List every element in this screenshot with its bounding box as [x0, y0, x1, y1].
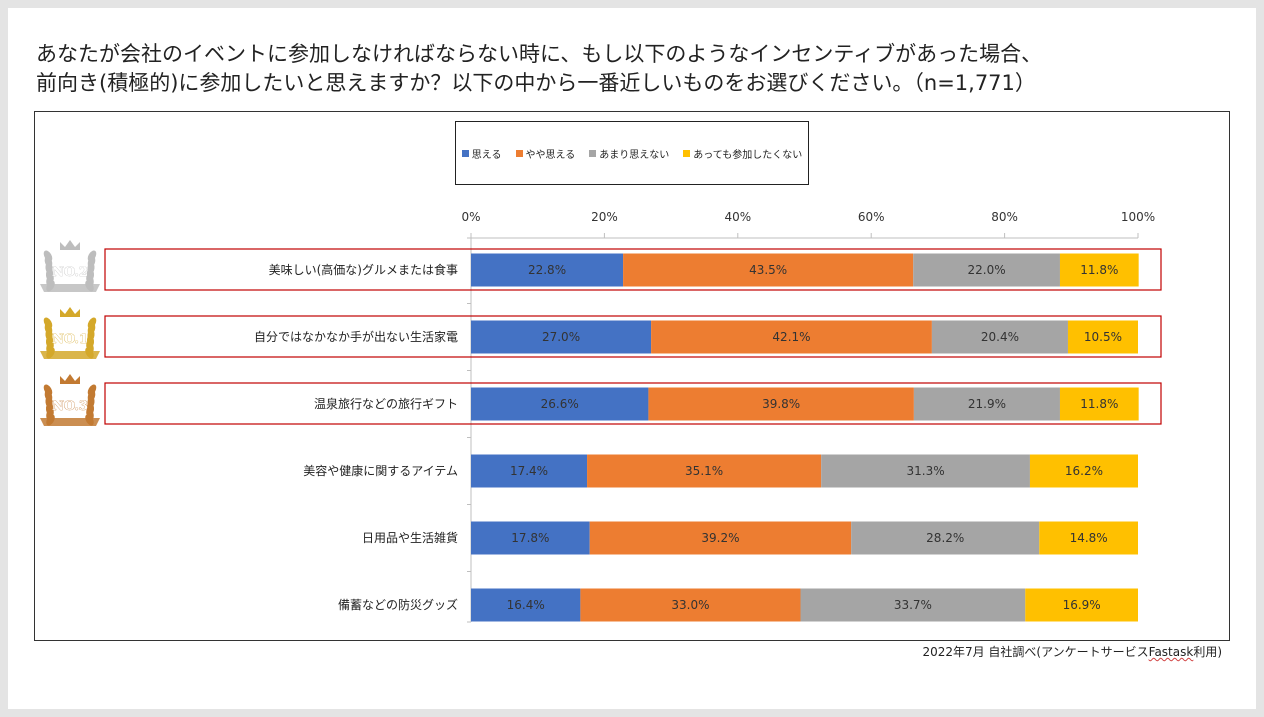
bar-segment [913, 387, 1060, 421]
bar-segment [651, 320, 932, 354]
category-label: 備蓄などの防災グッズ [338, 597, 458, 612]
bar-segment [913, 253, 1060, 287]
legend-item-0: 思える [461, 146, 502, 161]
bar-segment [1059, 253, 1139, 287]
data-label: 35.1% [685, 464, 723, 478]
data-label: 33.7% [894, 598, 932, 612]
data-label: 39.2% [701, 531, 739, 545]
bronze-laurel-crown-icon: NO.3 [40, 374, 100, 426]
bar-segment [1025, 588, 1138, 622]
legend-item-1: やや思える [515, 146, 576, 161]
legend-label: 思える [471, 149, 502, 161]
data-label: 20.4% [981, 330, 1019, 344]
legend-swatch [589, 149, 597, 157]
source-brand: Fastask [1148, 645, 1194, 659]
chart-title-line-1: あなたが会社のイベントに参加しなければならない時に、もし以下のようなインセンティ… [36, 42, 1043, 66]
bar-segment [800, 588, 1026, 622]
chart-title: あなたが会社のイベントに参加しなければならない時に、もし以下のようなインセンティ… [36, 40, 1236, 98]
data-label: 21.9% [968, 397, 1006, 411]
rank-label: NO.2 [52, 265, 88, 280]
x-tick-label: 60% [858, 210, 885, 224]
silver-laurel-crown-icon: NO.2 [40, 240, 100, 292]
bar-segment [587, 454, 822, 488]
highlight-box [104, 315, 1162, 358]
data-label: 26.6% [541, 397, 579, 411]
legend-swatch [515, 149, 523, 157]
bar-segment [1039, 521, 1138, 555]
ribbon-shape [40, 418, 100, 426]
category-label: 美容や健康に関するアイテム [303, 463, 458, 478]
category-label: 温泉旅行などの旅行ギフト [314, 397, 458, 411]
legend-label: あまり思えない [599, 149, 670, 161]
source-prefix: 2022年7月 自社調べ(アンケートサービス [922, 645, 1149, 659]
legend: 思える やや思える あまり思えない あっても参加したくない [455, 121, 809, 185]
bar-segment [623, 253, 914, 287]
bar-segment [821, 454, 1030, 488]
source-note: 2022年7月 自社調べ(アンケートサービスFastask利用) [860, 643, 1222, 660]
chart-title-line-2: 前向き(積極的)に参加したいと思えますか？以下の中から一番近しいものをお選びくだ… [36, 71, 1036, 95]
legend-label: やや思える [525, 149, 576, 161]
x-tick-label: 0% [461, 210, 480, 224]
data-label: 42.1% [772, 330, 810, 344]
data-label: 33.0% [671, 598, 709, 612]
bar-segment [931, 320, 1068, 354]
data-label: 17.8% [511, 531, 549, 545]
data-label: 10.5% [1084, 330, 1122, 344]
data-label: 43.5% [749, 263, 787, 277]
rank-label: NO.3 [52, 399, 88, 414]
legend-label: あっても参加したくない [693, 149, 803, 161]
data-label: 16.4% [507, 598, 545, 612]
bar-segment [471, 521, 590, 555]
crown-shape [60, 307, 80, 317]
data-label: 31.3% [906, 464, 944, 478]
category-label: 自分ではなかなか手が出ない生活家電 [254, 329, 458, 344]
data-label: 27.0% [542, 330, 580, 344]
bar-segment [851, 521, 1040, 555]
crown-shape [60, 240, 80, 250]
data-label: 16.2% [1065, 464, 1103, 478]
data-label: 17.4% [510, 464, 548, 478]
ribbon-shape [40, 284, 100, 292]
data-label: 16.9% [1063, 598, 1101, 612]
data-label: 28.2% [926, 531, 964, 545]
x-tick-label: 80% [991, 210, 1018, 224]
bar-segment [471, 387, 649, 421]
data-label: 11.8% [1080, 263, 1118, 277]
data-label: 22.8% [528, 263, 566, 277]
category-label: 美味しい(高価な)グルメまたは食事 [269, 262, 458, 277]
rank-label: NO.1 [52, 332, 88, 347]
bar-segment [471, 253, 624, 287]
data-label: 11.8% [1080, 397, 1118, 411]
x-tick-label: 100% [1121, 210, 1155, 224]
crown-shape [60, 374, 80, 384]
x-tick-label: 40% [724, 210, 751, 224]
bar-segment [1067, 320, 1138, 354]
category-label: 日用品や生活雑貨 [362, 530, 458, 545]
bar-segment [471, 454, 588, 488]
legend-item-3: あっても参加したくない [683, 146, 802, 161]
source-suffix: 利用) [1193, 645, 1222, 659]
bar-segment [580, 588, 801, 622]
gold-laurel-crown-icon: NO.1 [40, 307, 100, 359]
legend-item-2: あまり思えない [589, 146, 669, 161]
data-label: 39.8% [762, 397, 800, 411]
ribbon-shape [40, 351, 100, 359]
data-label: 22.0% [968, 263, 1006, 277]
highlight-box [104, 382, 1162, 425]
bar-segment [589, 521, 852, 555]
legend-swatch [461, 149, 469, 157]
bar-segment [648, 387, 914, 421]
bar-segment [471, 320, 652, 354]
data-label: 14.8% [1070, 531, 1108, 545]
highlight-box [104, 248, 1162, 291]
bar-segment [471, 588, 581, 622]
bar-segment [1059, 387, 1139, 421]
x-tick-label: 20% [591, 210, 618, 224]
bar-segment [1029, 454, 1138, 488]
legend-swatch [683, 149, 691, 157]
